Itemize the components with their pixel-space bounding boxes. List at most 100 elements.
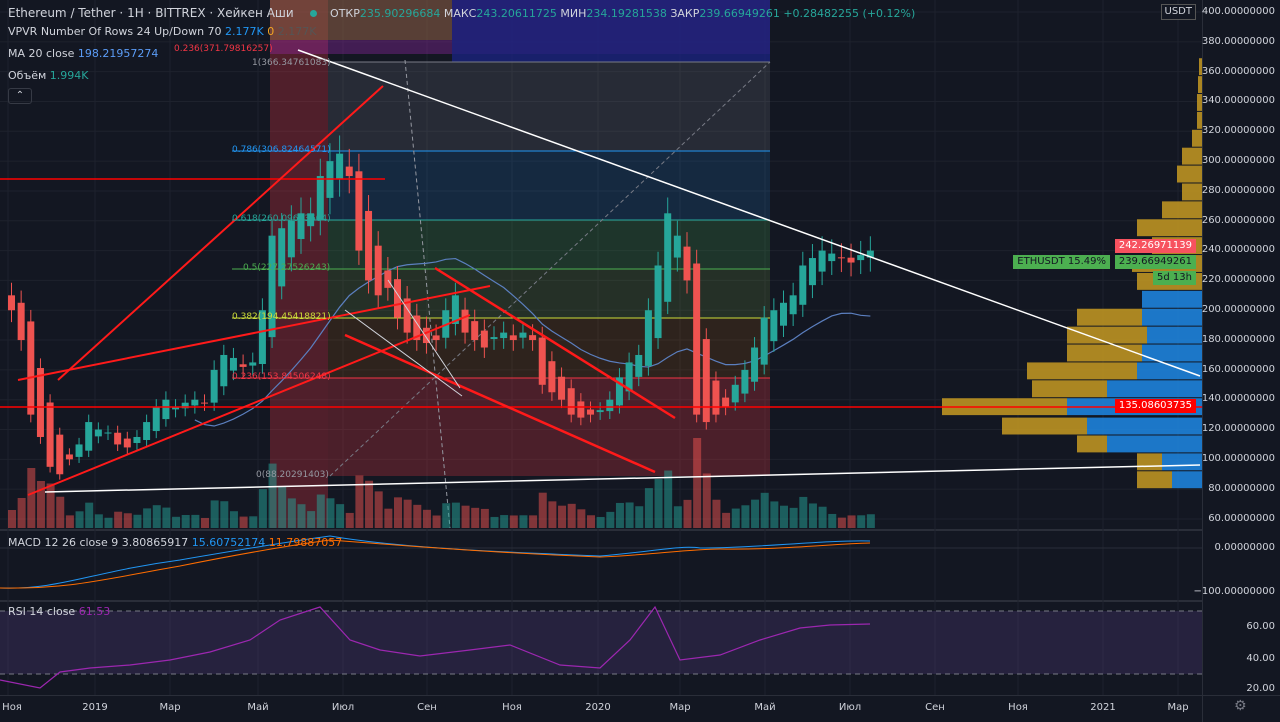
volume-legend[interactable]: Объём 1.994K [8, 69, 89, 82]
volume-bar [837, 517, 846, 528]
price-axis-label: 200.00000000 [1201, 304, 1275, 315]
candle-body [345, 166, 353, 177]
candle-body [297, 213, 305, 240]
candle-body [94, 429, 102, 437]
level-price-tag: 135.08603735 [1114, 399, 1196, 413]
ma-legend[interactable]: MA 20 close 198.21957274 [8, 47, 158, 60]
candle-body [741, 369, 749, 394]
interval: 1H [127, 6, 144, 20]
volume-bar [239, 516, 248, 528]
volume-profile-down [1077, 435, 1107, 453]
volume-bar [509, 515, 518, 528]
candle-body [162, 399, 170, 420]
volume-bar [866, 514, 875, 528]
rsi-axis-label: 60.00 [1246, 621, 1275, 632]
low-value: 234.19281538 [586, 7, 667, 20]
volume-value: 1.994K [49, 69, 89, 82]
volume-profile-down [1198, 76, 1202, 94]
volume-bar [693, 438, 702, 528]
candle-body [336, 153, 344, 180]
candle-body [577, 401, 585, 418]
candle-body [268, 235, 276, 338]
volume-bar [278, 486, 287, 528]
volume-profile-up [1137, 362, 1202, 380]
volume-bar [442, 503, 451, 528]
volume-bar [596, 516, 605, 528]
volume-bar [249, 516, 258, 528]
time-axis-label: Сен [925, 702, 945, 713]
volume-profile-down [1197, 94, 1202, 111]
candle-body [210, 369, 218, 403]
volume-bar [316, 494, 325, 528]
volume-bar [712, 499, 721, 528]
candle-body [422, 327, 430, 344]
settings-gear-icon[interactable]: ⚙ [1234, 698, 1247, 714]
volume-profile-down [1177, 165, 1202, 183]
market-status-icon [309, 10, 317, 17]
high-value: 243.20611725 [476, 7, 557, 20]
candle-body [818, 250, 826, 272]
candle-body [683, 246, 691, 281]
volume-bar [307, 511, 316, 528]
candle-body [85, 422, 93, 451]
candle-body [722, 397, 730, 408]
volume-profile-up [1147, 326, 1202, 344]
candle-body [654, 265, 662, 339]
fib-label-0786: 0.786(306.82464571) [232, 145, 331, 155]
price-axis-label: 140.00000000 [1201, 393, 1275, 405]
candle-body [596, 410, 604, 413]
volume-bar [500, 515, 509, 528]
fib-label-0236: 0.236(153.84506248) [232, 372, 331, 382]
time-axis-label: Мар [669, 702, 691, 713]
time-axis-label: Июл [331, 702, 355, 713]
volume-bar [422, 509, 431, 528]
volume-bar [789, 507, 798, 528]
volume-bar [162, 507, 171, 528]
candle-body [461, 309, 469, 333]
fib-label-1: 1(366.34761083) [252, 58, 331, 68]
price-axis-label: 300.00000000 [1201, 155, 1275, 166]
volume-bar [625, 502, 634, 528]
volume-bar [104, 517, 113, 528]
candle-body [644, 310, 652, 366]
volume-bar [365, 480, 374, 528]
open-value: 235.90296684 [359, 7, 441, 20]
volume-bar [558, 505, 567, 528]
volume-bar [27, 468, 36, 528]
candle-body [451, 295, 459, 324]
price-axis-label: 320.00000000 [1201, 125, 1275, 137]
symbol-legend[interactable]: Ethereum / Tether · 1H · BITTREX · Хейке… [8, 6, 916, 20]
volume-bars [8, 438, 875, 528]
volume-bar [345, 512, 354, 528]
collapse-legend-button[interactable]: ⌃ [8, 88, 32, 104]
vpvr-legend[interactable]: VPVR Number Of Rows 24 Up/Down 70 2.177K… [8, 25, 316, 38]
currency-badge[interactable]: USDT [1160, 4, 1196, 20]
volume-profile-up [1107, 380, 1202, 398]
close-label: ЗАКР [670, 7, 700, 20]
candle-body [471, 321, 479, 341]
volume-bar [181, 514, 190, 528]
price-axis-label: 120.00000000 [1201, 423, 1275, 435]
time-axis-label: Июл [838, 702, 862, 713]
candle-body [780, 302, 787, 326]
candle-body [731, 384, 739, 403]
price-axis-label: 80.00000000 [1208, 482, 1275, 494]
volume-profile-up [1172, 471, 1202, 489]
volume-bar [210, 500, 219, 528]
macd-label: MACD 12 26 close 9 [8, 536, 119, 549]
macd-legend[interactable]: MACD 12 26 close 9 3.80865917 15.6075217… [8, 536, 342, 549]
volume-bar [828, 513, 837, 528]
rsi-legend[interactable]: RSI 14 close 61.53 [8, 605, 110, 618]
volume-bar [8, 510, 16, 528]
volume-bar [490, 516, 499, 528]
candle-body [673, 235, 681, 258]
rsi-axis-label: 20.00 [1246, 683, 1275, 694]
time-axis-label: Май [754, 702, 776, 713]
volume-profile-down [1199, 58, 1202, 76]
price-axis-label: 280.00000000 [1201, 184, 1275, 196]
macd-value: 15.60752174 [191, 536, 266, 549]
fib-label-0: 0(88.20291403) [256, 470, 329, 480]
volume-bar [538, 492, 547, 528]
